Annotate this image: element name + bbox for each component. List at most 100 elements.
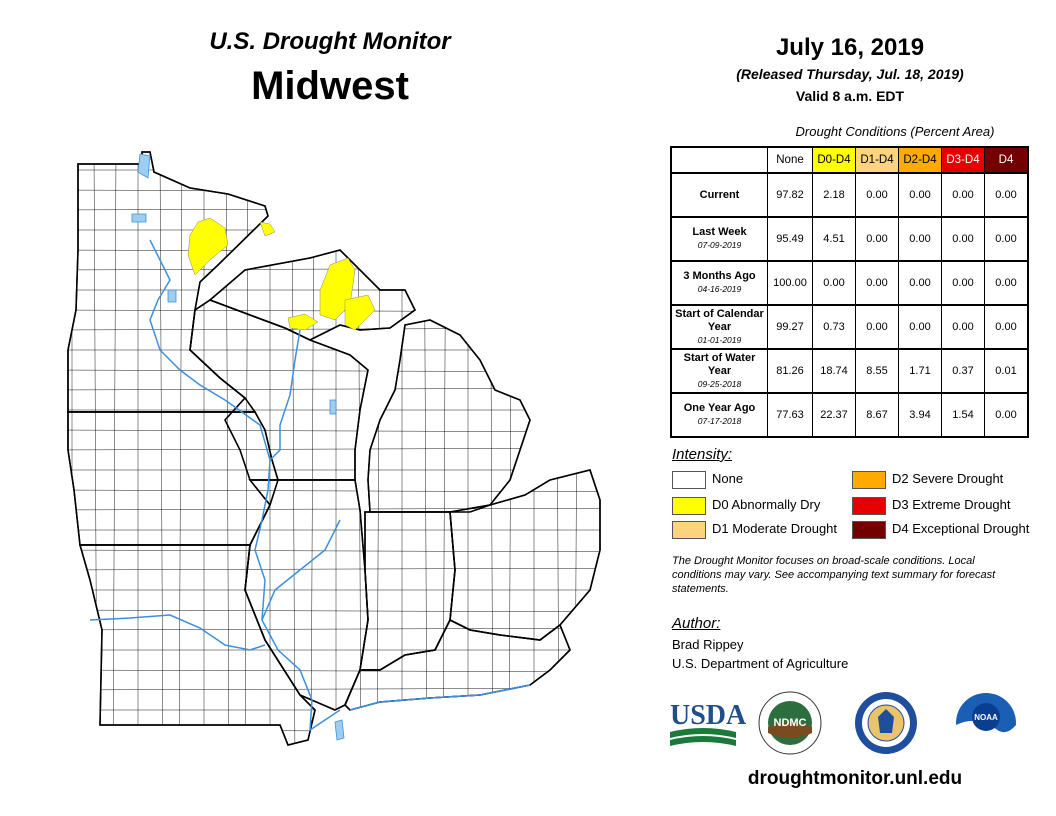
- table-row: 3 Months Ago 04-16-2019 100.00 0.00 0.00 0.00…: [670, 260, 1029, 306]
- table-cell: 81.26: [767, 348, 813, 394]
- row-label-text: Start of Calendar Year: [675, 307, 764, 333]
- lake-of-the-woods: [137, 153, 151, 179]
- table-cell: 0.00: [941, 260, 985, 306]
- table-cell: 2.18: [812, 172, 856, 218]
- col-header: D3-D4: [941, 146, 985, 174]
- table-cell: 0.00: [898, 304, 942, 350]
- website-url[interactable]: droughtmonitor.unl.edu: [747, 768, 963, 789]
- legend-label: D3 Extreme Drought: [892, 497, 1011, 512]
- row-date: 01-01-2019: [697, 334, 742, 345]
- legend-item: D2 Severe Drought: [852, 470, 1004, 489]
- row-date: 04-16-2019: [697, 284, 742, 294]
- noaa-logo-text: NOAA: [974, 713, 998, 722]
- row-label: One Year Ago 07-17-2018: [670, 392, 768, 438]
- row-label-text: Last Week: [692, 226, 747, 238]
- state-outlines: [67, 151, 601, 746]
- table-cell: 4.51: [812, 216, 856, 262]
- table-row: Start of Water Year 09-25-2018 81.26 18.74 8…: [670, 348, 1029, 394]
- legend-title: Intensity:: [672, 446, 733, 463]
- col-header: None: [767, 146, 813, 174]
- table-cell: 18.74: [812, 348, 856, 394]
- table-cell: 8.55: [855, 348, 899, 394]
- table-cell: 0.00: [984, 172, 1029, 218]
- legend-item: D1 Moderate Drought: [672, 520, 838, 539]
- col-header: D4: [984, 146, 1029, 174]
- map-title: U.S. Drought Monitor: [209, 28, 451, 55]
- commerce-seal: [855, 692, 917, 754]
- table-cell: 0.00: [855, 172, 899, 218]
- ndmc-logo-text: NDMC: [774, 717, 807, 729]
- rivers: [89, 239, 531, 732]
- ndmc-logo: NDMC: [758, 691, 822, 755]
- table-cell: 100.00: [767, 260, 813, 306]
- table-cell: 0.00: [941, 172, 985, 218]
- row-label-text: Start of Water Year: [683, 351, 756, 377]
- table-cell: 3.94: [898, 392, 942, 438]
- table-cell: 0.00: [898, 172, 942, 218]
- illinois-river: [261, 519, 341, 621]
- table-cell: 99.27: [767, 304, 813, 350]
- table-row: Last Week 07-09-2019 95.49 4.51 0.00 0.00 0.00…: [670, 216, 1029, 262]
- row-date: 09-25-2018: [697, 378, 742, 389]
- kentucky-lake: [334, 719, 345, 741]
- noaa-logo: NOAA: [956, 693, 1016, 757]
- table-cell: 8.67: [855, 392, 899, 438]
- row-label-text: 3 Months Ago: [683, 270, 756, 282]
- ohio-river: [349, 684, 531, 711]
- row-label: Start of Water Year 09-25-2018: [670, 348, 768, 394]
- author-name: Brad Rippey: [672, 637, 744, 652]
- legend-swatch: [852, 470, 886, 489]
- legend-item: D0 Abnormally Dry: [672, 496, 821, 515]
- legend-item: D4 Exceptional Drought: [852, 520, 1030, 539]
- d0-area-minnesota-shore: [259, 221, 276, 237]
- col-header: D0-D4: [812, 146, 856, 174]
- table-cell: 0.00: [898, 216, 942, 262]
- row-label: Last Week 07-09-2019: [670, 216, 768, 262]
- legend-item: None: [672, 470, 744, 489]
- table-corner: [671, 147, 768, 173]
- lakes: [131, 153, 345, 741]
- table-cell: 95.49: [767, 216, 813, 262]
- legend-swatch: [672, 496, 706, 515]
- table-cell: 0.00: [984, 216, 1029, 262]
- table-cell: 0.00: [855, 216, 899, 262]
- table-cell: 0.00: [984, 304, 1029, 350]
- usda-logo-text: USDA: [670, 700, 747, 731]
- red-lake: [131, 213, 147, 223]
- region-title: Midwest: [251, 64, 409, 108]
- drought-statistics-table: None D0-D4 D1-D4 D2-D4 D3-D4 D4 Current 9…: [670, 146, 1029, 438]
- table-cell: 77.63: [767, 392, 813, 438]
- d0-abnormally-dry-areas: [187, 217, 376, 331]
- col-header: D1-D4: [855, 146, 899, 174]
- legend-swatch: [672, 520, 706, 539]
- legend-swatch: [672, 470, 706, 489]
- table-cell: 0.37: [941, 348, 985, 394]
- legend-item: D3 Extreme Drought: [852, 496, 1011, 515]
- legend-label: D1 Moderate Drought: [712, 521, 838, 536]
- lake-winnebago: [329, 399, 337, 415]
- d0-area-michigan-up-2: [344, 294, 376, 331]
- table-cell: 0.00: [984, 392, 1029, 438]
- row-label-text: Current: [699, 188, 740, 201]
- legend-label: D0 Abnormally Dry: [712, 497, 821, 512]
- table-cell: 0.00: [984, 260, 1029, 306]
- mississippi-river: [149, 239, 341, 732]
- missouri-river: [89, 614, 266, 651]
- table-row: Current 97.82 2.18 0.00 0.00 0.00 0.00: [670, 172, 1029, 218]
- table-row: Start of Calendar Year 01-01-2019 99.27 0.7…: [670, 304, 1029, 350]
- map-date: July 16, 2019: [775, 34, 925, 61]
- table-cell: 0.00: [941, 304, 985, 350]
- table-cell: 22.37: [812, 392, 856, 438]
- legend-label: None: [712, 471, 744, 486]
- table-caption: Drought Conditions (Percent Area): [795, 124, 995, 139]
- legend-label: D2 Severe Drought: [892, 471, 1004, 486]
- col-header: D2-D4: [898, 146, 942, 174]
- legend-label: D4 Exceptional Drought: [892, 521, 1030, 536]
- valid-time: Valid 8 a.m. EDT: [795, 88, 905, 104]
- table-cell: 0.00: [855, 304, 899, 350]
- table-cell: 1.54: [941, 392, 985, 438]
- table-cell: 1.71: [898, 348, 942, 394]
- agency-logos: USDA NDMC NOAA: [670, 691, 1016, 757]
- row-label: 3 Months Ago 04-16-2019: [670, 260, 768, 306]
- usda-logo: USDA: [670, 700, 747, 746]
